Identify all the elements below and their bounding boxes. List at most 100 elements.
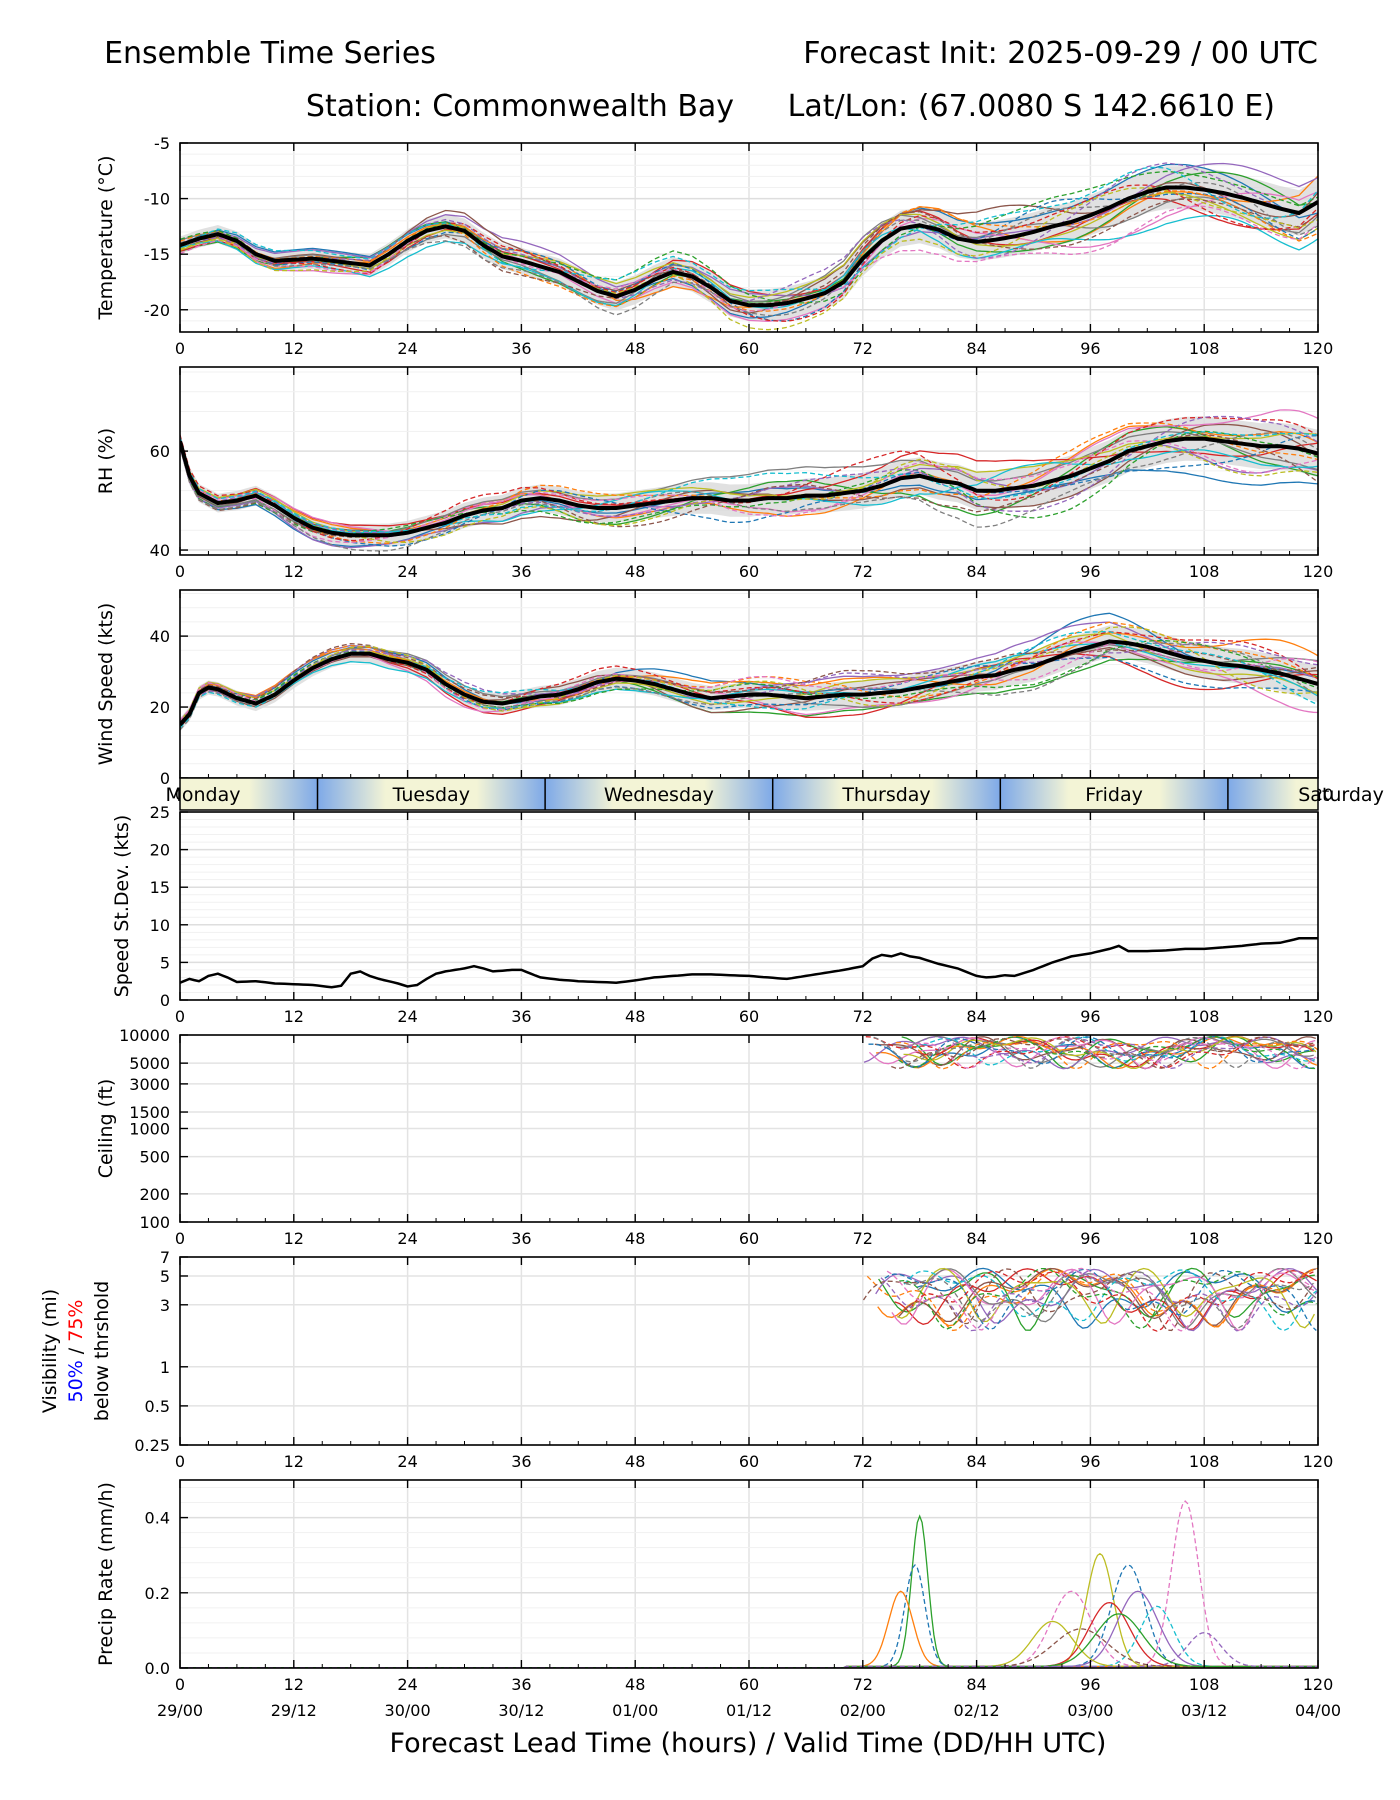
member-line (180, 415, 1318, 534)
y-tick-label: 60 (150, 442, 170, 461)
x-tick-label: 24 (397, 339, 417, 358)
valid-time-tick-labels: 29/00 29/12 30/00 30/12 01/00 01/12 02/00 02/12… (157, 1701, 1341, 1720)
x-tick-label: 48 (625, 339, 645, 358)
x-tick-label: 36 (511, 1007, 531, 1026)
day-segment (545, 778, 773, 810)
day-segment (772, 778, 1001, 810)
y-tick-label: 100 (139, 1213, 170, 1232)
member-line (891, 1036, 1314, 1069)
x-tick-label: 108 (1189, 562, 1220, 581)
member-line (884, 1268, 1317, 1331)
y-tick-label: -5 (154, 134, 170, 153)
x-tick-label: 0 (175, 1229, 185, 1248)
x-tick-label: 36 (511, 339, 531, 358)
x-tick-label: 24 (397, 1007, 417, 1026)
member-line (180, 435, 1318, 547)
member-line (180, 192, 1318, 322)
y-tick-label: 7 (160, 1248, 170, 1267)
y-tick-label: 0 (160, 769, 170, 788)
member-line (180, 433, 1318, 538)
y-tick-label: 3000 (129, 1075, 170, 1094)
day-label: Saturday (1298, 784, 1384, 806)
x-tick-label: 60 (739, 1229, 759, 1248)
y-tick-label: 40 (150, 627, 170, 646)
member-line (898, 1036, 1316, 1070)
y-tick-label: -20 (144, 301, 170, 320)
x-tick-label: 60 (739, 1007, 759, 1026)
x-tick-label: 60 (739, 562, 759, 581)
member-line (180, 187, 1318, 331)
y-tick-labels: 75 3 1 0.5 0.25 (134, 1248, 188, 1455)
member-line (180, 190, 1318, 312)
panel-temp: 0 12 24 36 48 60 72 84 96 108 120 -5 -10 -15 -20 Temper… (95, 134, 1333, 358)
y-tick-label: 0.5 (145, 1397, 170, 1416)
y-tick-label: 1500 (129, 1103, 170, 1122)
x-tick-label: 84 (966, 1675, 986, 1694)
panel-ceiling: 0 12 24 36 48 60 72 84 96 108 120 10000 5000 3000 1500… (95, 1026, 1333, 1248)
panel-rh: 0 12 24 36 48 60 72 84 96 108 120 40 60 RH (%) (95, 366, 1333, 581)
member-line (180, 191, 1318, 322)
x-tick-label: 108 (1189, 1229, 1220, 1248)
x-tick-labels: 0 12 24 36 48 60 72 84 96 108 120 (175, 1035, 1333, 1248)
x-axis-label: Forecast Lead Time (hours) / Valid Time … (390, 1728, 1107, 1759)
valid-time-tick: 01/12 (726, 1701, 772, 1720)
x-tick-label: 120 (1303, 562, 1334, 581)
x-tick-label: 108 (1189, 1675, 1220, 1694)
y-tick-label: -15 (144, 245, 170, 264)
y-tick-label: 40 (150, 541, 170, 560)
valid-time-tick: 02/00 (840, 1701, 886, 1720)
member-line (899, 1267, 1317, 1330)
x-tick-label: 120 (1303, 339, 1334, 358)
y-axis-label: Wind Speed (kts) (95, 603, 117, 766)
x-tick-label: 72 (853, 1229, 873, 1248)
y-axis-label: Precip Rate (mm/h) (95, 1482, 117, 1666)
member-line (180, 175, 1318, 309)
day-segment (1227, 778, 1318, 810)
member-line (180, 198, 1318, 305)
chart-title: Ensemble Time Series (104, 36, 436, 71)
y-tick-label: 0.25 (134, 1436, 170, 1455)
x-tick-label: 96 (1080, 562, 1100, 581)
y-tick-label: 10000 (119, 1026, 170, 1045)
member-line (917, 1267, 1317, 1329)
x-tick-label: 0 (175, 1675, 185, 1694)
panel-vis: 0 12 24 36 48 60 72 84 96 108 120 75 3 1 0.5 0.25 Visibi… (39, 1248, 1333, 1471)
y-tick-label: 1 (160, 1358, 170, 1377)
day-label: Wednesday (604, 784, 714, 806)
x-tick-label: 24 (397, 1675, 417, 1694)
y-tick-label: 5 (160, 1267, 170, 1286)
x-tick-label: 120 (1303, 1229, 1334, 1248)
x-tick-labels: 0 12 24 36 48 60 72 84 96 108 120 (175, 367, 1333, 581)
valid-time-tick: 02/12 (954, 1701, 1000, 1720)
valid-time-tick: 29/12 (271, 1701, 317, 1720)
panel-sd: 0 12 24 36 48 60 72 84 96 108 120 0 5 10 15 20 25 Speed S… (111, 803, 1333, 1026)
y-tick-label: 5000 (129, 1054, 170, 1073)
y-tick-labels: 0 5 10 15 20 25 (150, 803, 188, 1010)
x-tick-label: 0 (175, 1007, 185, 1026)
x-tick-label: 72 (853, 339, 873, 358)
member-line (886, 1267, 1315, 1332)
y-tick-label: 20 (150, 841, 170, 860)
y-axis-label: Ceiling (ft) (95, 1079, 117, 1179)
member-line (180, 205, 1318, 312)
y-axis-label: RH (%) (95, 428, 117, 494)
ensemble-mean-line (180, 639, 1318, 727)
ensemble-mean-line (180, 185, 1318, 308)
valid-time-tick: 04/00 (1295, 1701, 1341, 1720)
member-line (180, 425, 1318, 532)
member-line (875, 1267, 1318, 1332)
y-axis-label-threshold: below thrshold (91, 1281, 113, 1421)
x-tick-label: 108 (1189, 1452, 1220, 1471)
member-line (916, 1267, 1316, 1329)
member-line (180, 166, 1318, 292)
member-line (862, 1268, 1315, 1332)
y-tick-labels: -5 -10 -15 -20 (144, 134, 188, 320)
day-segment (1000, 778, 1228, 810)
y-axis-label: Speed St.Dev. (kts) (111, 815, 133, 998)
x-tick-label: 36 (511, 1675, 531, 1694)
y-tick-label: -10 (144, 190, 170, 209)
x-tick-label: 48 (625, 1229, 645, 1248)
y-axis-label: Temperature (°C) (95, 156, 117, 321)
